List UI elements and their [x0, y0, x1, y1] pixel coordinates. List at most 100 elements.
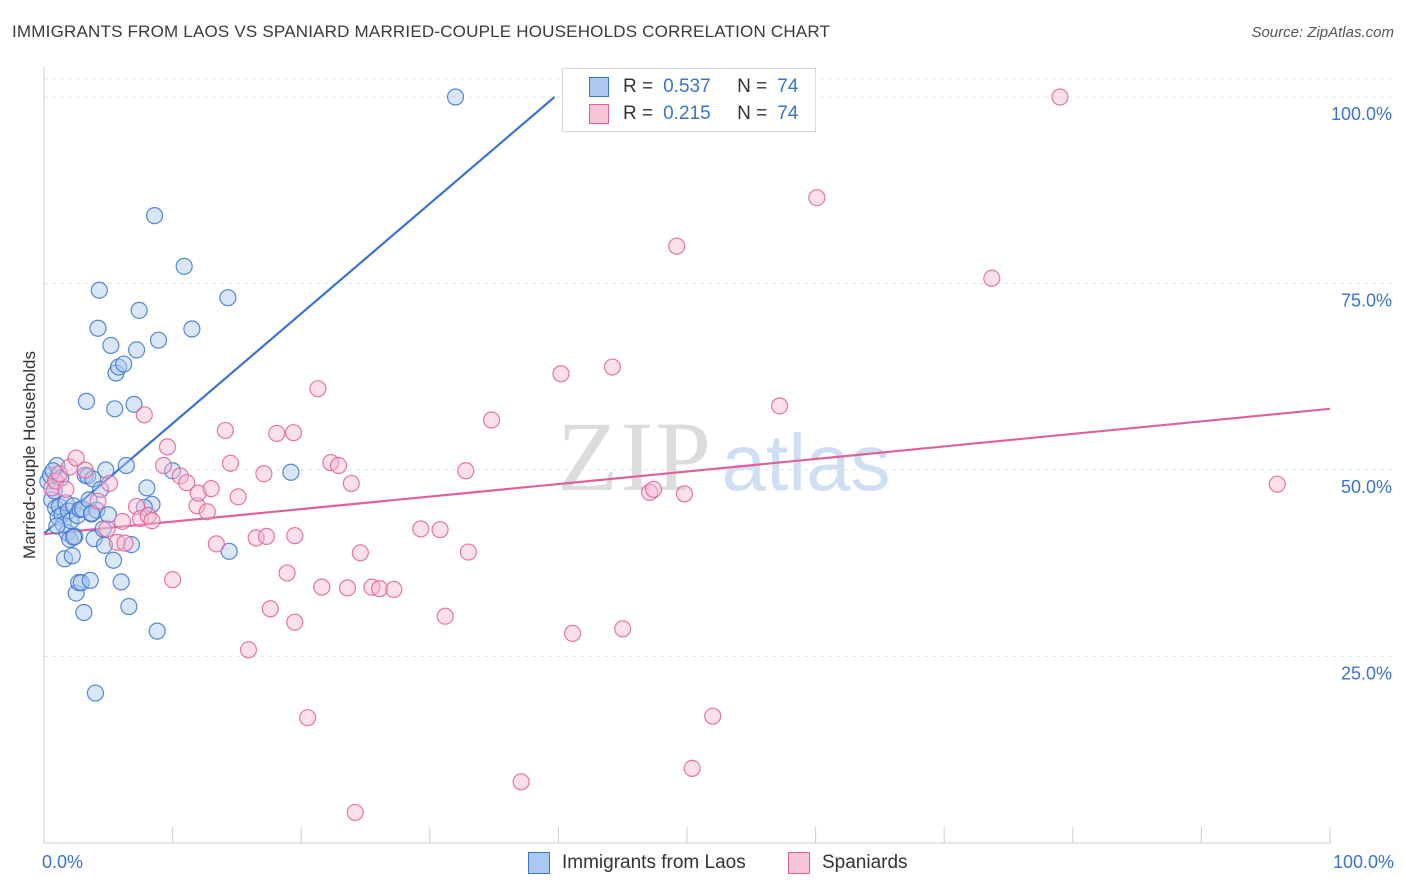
svg-text:ZIP: ZIP: [557, 401, 713, 512]
laos-point: [86, 684, 105, 702]
r-label: R =: [623, 103, 654, 124]
stats-row-laos: R = 0.537 N = 74: [589, 75, 798, 99]
laos-point: [138, 479, 156, 497]
spaniards-point: [255, 465, 273, 483]
laos-point: [282, 463, 300, 481]
y-tick-label: 50.0%: [1341, 477, 1392, 497]
y-tick-label: 25.0%: [1341, 664, 1392, 684]
spaniards-point: [202, 480, 220, 498]
y-axis-label: Married-couple Households: [20, 351, 39, 559]
laos-point: [145, 207, 164, 225]
spaniards-point: [286, 613, 304, 631]
spaniards-point: [436, 607, 454, 625]
spaniards-point: [261, 600, 279, 618]
r-label: R =: [623, 76, 654, 97]
spaniards-point: [299, 709, 317, 727]
spaniards-point: [346, 803, 364, 822]
laos-point: [109, 358, 128, 376]
stats-legend: R = 0.537 N = 74 R = 0.215 N = 74: [562, 68, 816, 132]
laos-point: [75, 603, 93, 622]
spaniards-point: [178, 474, 196, 492]
laos-point: [63, 547, 81, 565]
spaniards-point: [385, 580, 403, 598]
spaniards-point: [309, 380, 327, 398]
spaniards-point: [221, 454, 240, 472]
laos-point: [148, 622, 166, 640]
laos-point: [66, 527, 84, 545]
spaniards-point: [675, 485, 694, 503]
spaniards-point: [57, 480, 75, 498]
spaniards-point: [1268, 475, 1286, 493]
legend-item-spaniards[interactable]: Spaniards: [788, 852, 908, 874]
laos-point: [99, 506, 117, 524]
spaniards-point: [189, 484, 207, 502]
spaniards-swatch: [589, 104, 609, 124]
spaniards-point: [216, 421, 234, 440]
spaniards-point: [278, 564, 296, 582]
spaniards-point: [457, 462, 475, 480]
laos-point: [89, 319, 107, 337]
laos-point: [64, 528, 83, 546]
n-value-spaniards: 74: [777, 103, 799, 124]
series-legend: Immigrants from Laos Spaniards: [0, 852, 1406, 878]
spaniards-point: [98, 520, 116, 538]
spaniards-point: [239, 641, 258, 659]
spaniards-point: [257, 527, 276, 545]
x-tick-label-max: 100.0%: [1332, 852, 1394, 872]
spaniards-point: [284, 424, 303, 442]
spaniards-legend-swatch: [788, 852, 810, 874]
laos-point: [175, 257, 193, 275]
axes: [43, 67, 1331, 844]
data-points: [39, 88, 1286, 822]
laos-point: [95, 536, 114, 554]
spaniards-point: [552, 365, 570, 383]
x-tick-label-min: 0.0%: [42, 852, 84, 872]
spaniards-point: [198, 503, 216, 521]
laos-point: [446, 88, 465, 106]
spaniards-point: [338, 579, 357, 597]
spaniards-point: [412, 520, 430, 538]
spaniards-point: [342, 474, 360, 493]
spaniards-point: [512, 773, 530, 791]
laos-trend-line: [43, 96, 556, 535]
trend-lines: [43, 96, 1331, 536]
svg-text:atlas: atlas: [722, 418, 891, 507]
n-label: N =: [737, 76, 768, 97]
spaniards-point: [116, 534, 134, 552]
spaniards-point: [154, 456, 173, 475]
spaniards-point: [143, 512, 161, 530]
grid-lines: [44, 78, 1392, 657]
laos-point: [112, 573, 130, 591]
laos-point: [81, 571, 99, 590]
spaniards-point: [100, 474, 119, 493]
n-value-laos: 74: [777, 76, 799, 97]
legend-label-spaniards: Spaniards: [822, 852, 908, 873]
laos-point: [127, 341, 146, 359]
laos-point: [106, 400, 124, 418]
spaniards-point: [286, 527, 304, 545]
laos-legend-swatch: [528, 852, 550, 874]
laos-point: [125, 395, 143, 413]
spaniards-point: [808, 189, 826, 207]
laos-point: [122, 535, 141, 554]
y-tick-label: 100.0%: [1331, 104, 1392, 124]
legend-label-laos: Immigrants from Laos: [562, 852, 746, 873]
spaniards-point: [76, 461, 94, 479]
laos-point: [130, 301, 148, 319]
spaniards-point: [171, 467, 189, 485]
stats-row-spaniards: R = 0.215 N = 74: [589, 102, 798, 126]
spaniards-trend-line: [43, 407, 1331, 536]
spaniards-point: [563, 624, 582, 642]
legend-item-laos[interactable]: Immigrants from Laos: [528, 852, 746, 874]
laos-point: [73, 500, 92, 518]
spaniards-point: [135, 406, 153, 424]
watermark: ZIP atlas: [557, 401, 890, 512]
spaniards-point: [113, 512, 132, 531]
chart-title: IMMIGRANTS FROM LAOS VS SPANIARD MARRIED…: [12, 22, 831, 41]
laos-point: [97, 461, 115, 479]
r-value-laos: 0.537: [663, 76, 711, 97]
spaniards-point: [89, 492, 107, 510]
spaniards-point: [603, 358, 622, 376]
spaniards-point: [614, 620, 632, 638]
